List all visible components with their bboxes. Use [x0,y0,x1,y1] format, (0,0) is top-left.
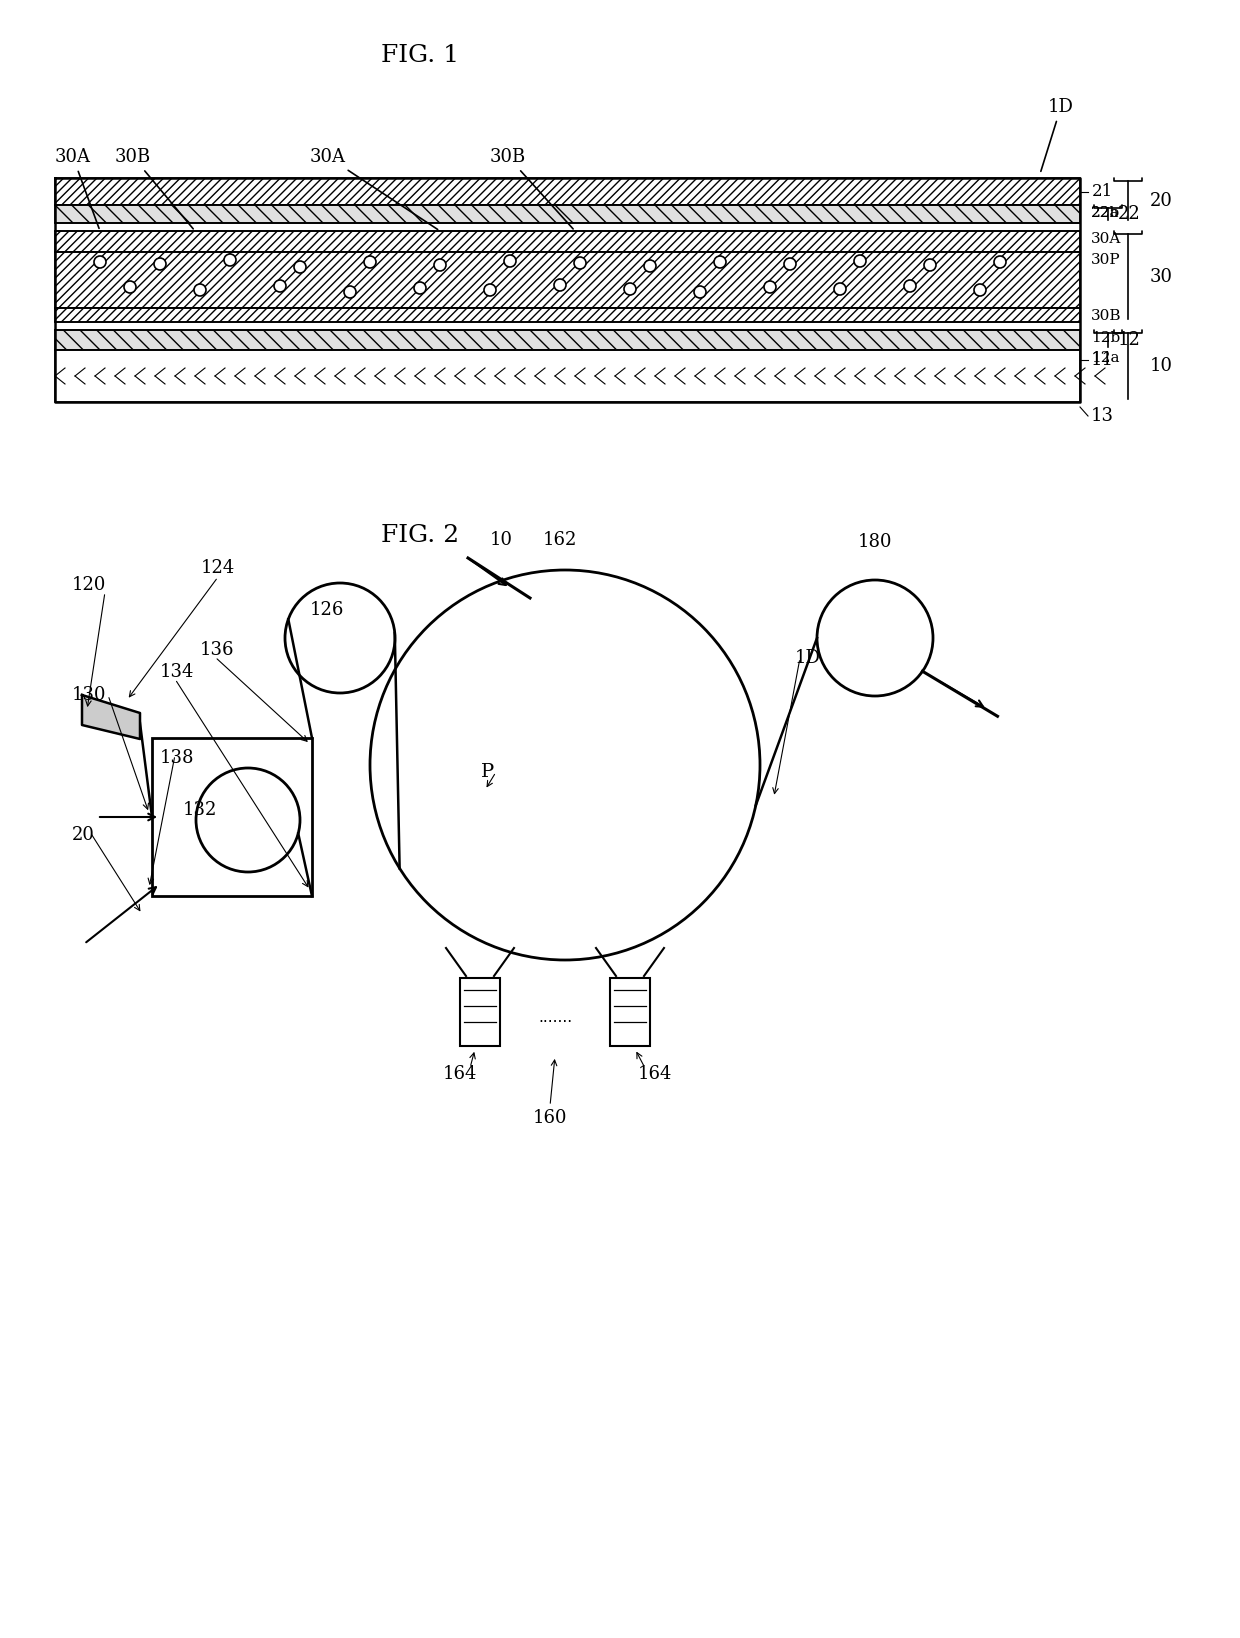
Text: 164: 164 [443,1065,477,1083]
Circle shape [574,257,587,269]
Text: 20: 20 [72,826,95,844]
Circle shape [124,282,136,293]
Text: 10: 10 [490,531,513,549]
Bar [55,231,1080,252]
Text: 12b: 12b [1091,331,1120,346]
Text: 21: 21 [1092,183,1114,200]
Text: 126: 126 [310,601,345,619]
Text: 11: 11 [1091,351,1114,369]
Bar [55,329,1080,351]
Polygon shape [82,695,140,739]
Circle shape [274,280,286,292]
Circle shape [484,283,496,296]
Bar [55,308,1080,323]
Circle shape [924,259,936,270]
Circle shape [554,278,565,292]
Text: 30B: 30B [1091,310,1121,323]
Text: 12a: 12a [1091,351,1120,365]
Bar [460,978,500,1047]
Text: 164: 164 [637,1065,672,1083]
Text: 30P: 30P [1091,252,1121,267]
Bar [55,205,1080,223]
Text: 22: 22 [1118,205,1141,223]
Bar [55,351,1080,401]
Circle shape [224,254,236,265]
Text: 30A: 30A [55,147,99,228]
Text: 130: 130 [72,686,107,704]
Circle shape [764,282,776,293]
Bar [55,179,1080,205]
Bar [55,252,1080,308]
Text: 160: 160 [533,1109,567,1127]
Circle shape [154,259,166,270]
Circle shape [294,260,306,274]
Circle shape [434,259,446,270]
Circle shape [784,259,796,270]
Text: 138: 138 [160,749,195,767]
Text: FIG. 1: FIG. 1 [381,44,459,67]
Circle shape [994,256,1006,269]
Text: 124: 124 [201,559,236,577]
Text: 1D: 1D [795,649,821,667]
Text: 30A: 30A [310,147,438,229]
Bar [153,739,312,896]
Text: 22a: 22a [1091,206,1120,219]
Text: 120: 120 [72,577,107,595]
Circle shape [414,282,427,293]
Text: 30A: 30A [1091,233,1121,246]
Circle shape [973,283,986,296]
Text: 10: 10 [1149,357,1173,375]
Circle shape [644,260,656,272]
Text: 22b: 22b [1091,206,1120,219]
Circle shape [193,283,206,296]
Text: 12: 12 [1118,331,1141,349]
Circle shape [94,256,105,269]
Text: .......: ....... [538,1009,572,1024]
Text: 30B: 30B [115,147,193,229]
Circle shape [365,256,376,269]
Text: P: P [481,763,495,781]
Text: 20: 20 [1149,192,1173,210]
Text: 30: 30 [1149,267,1173,285]
Text: 134: 134 [160,663,195,681]
Text: 132: 132 [182,801,217,819]
Circle shape [503,256,516,267]
Text: 1D: 1D [1040,98,1074,172]
Circle shape [694,287,706,298]
Text: 136: 136 [200,640,234,658]
Bar [610,978,650,1047]
Text: FIG. 2: FIG. 2 [381,524,459,547]
Text: 162: 162 [543,531,577,549]
Circle shape [714,256,725,269]
Circle shape [835,283,846,295]
Circle shape [343,287,356,298]
Circle shape [854,256,866,267]
Text: 30B: 30B [490,147,573,229]
Circle shape [904,280,916,292]
Text: 180: 180 [858,532,893,550]
Circle shape [624,283,636,295]
Text: 13: 13 [1091,406,1114,424]
